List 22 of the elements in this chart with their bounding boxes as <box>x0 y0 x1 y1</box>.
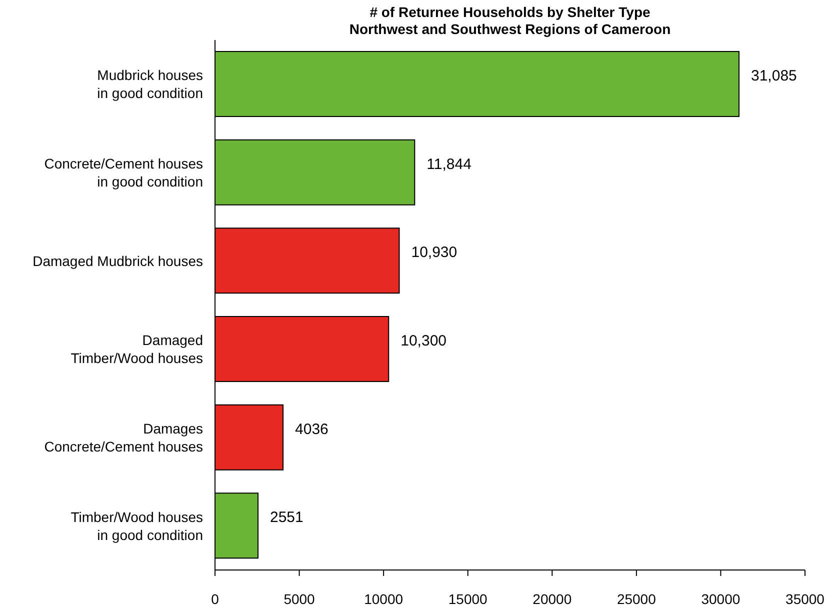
x-tick-label: 25000 <box>616 590 656 607</box>
y-tick-label: Mudbrick houses in good condition <box>97 67 203 102</box>
chart-subtitle: Northwest and Southwest Regions of Cameroon <box>348 21 672 38</box>
x-tick-label: 10000 <box>364 590 404 607</box>
x-tick-label: 20000 <box>532 590 572 607</box>
y-tick-label: Damages Concrete/Cement houses <box>44 420 203 454</box>
data-label: 11,844 <box>426 156 472 173</box>
y-tick-label: Damaged Timber/Wood houses <box>70 332 203 366</box>
x-tick-label: 5000 <box>284 590 316 607</box>
y-tick-label: Concrete/Cement houses in good condition <box>44 156 203 190</box>
chart-title: # of Returnee Households by Shelter Type <box>368 4 652 21</box>
data-label: 2551 <box>270 509 304 526</box>
data-label: 4036 <box>295 420 328 438</box>
data-label: 31,085 <box>751 67 797 84</box>
data-label: 10,300 <box>400 332 447 350</box>
x-tick-label: 0 <box>211 590 220 607</box>
y-tick-label: Timber/Wood houses in good condition <box>70 508 203 543</box>
x-tick-label: 30000 <box>701 590 740 607</box>
y-tick-label: Damaged Mudbrick houses <box>32 252 203 269</box>
x-tick-label: 15000 <box>448 590 488 607</box>
data-label: 10,930 <box>411 244 458 262</box>
x-tick-label: 35000 <box>786 590 825 607</box>
